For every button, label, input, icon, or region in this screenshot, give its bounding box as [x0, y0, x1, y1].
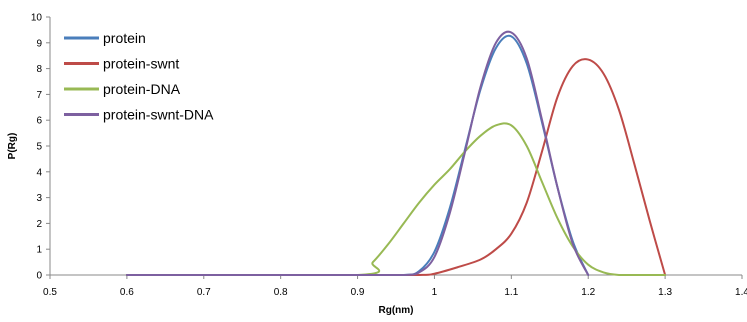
- x-axis-title: Rg(nm): [379, 305, 414, 316]
- legend-label-protein: protein: [103, 30, 146, 46]
- y-tick-label: 0: [36, 271, 42, 282]
- y-tick-label: 6: [36, 116, 42, 127]
- series-line-protein-swnt-dna: [125, 30, 590, 277]
- x-tick-label: 0.7: [197, 287, 211, 298]
- legend-label-protein-swnt: protein-swnt: [103, 56, 179, 72]
- x-tick-label: 0.8: [274, 287, 288, 298]
- x-tick-label: 1.4: [735, 287, 747, 298]
- y-tick-label: 2: [36, 219, 42, 230]
- x-tick-label: 0.5: [43, 287, 57, 298]
- y-tick-label: 4: [36, 167, 42, 178]
- series-line-protein-dna: [125, 122, 667, 276]
- x-tick-label: 1.1: [504, 287, 518, 298]
- x-tick-label: 0.9: [351, 287, 365, 298]
- y-tick-label: 7: [36, 90, 42, 101]
- y-tick-label: 1: [36, 245, 42, 256]
- x-tick-label: 1: [432, 287, 438, 298]
- y-tick-label: 8: [36, 64, 42, 75]
- y-tick-label: 5: [36, 142, 42, 153]
- x-tick-label: 1.3: [658, 287, 672, 298]
- legend-label-protein-dna: protein-DNA: [103, 81, 181, 97]
- legend-label-protein-swnt-dna: protein-swnt-DNA: [103, 107, 214, 123]
- x-tick-label: 1.2: [581, 287, 595, 298]
- y-axis-title: P(Rg): [7, 133, 18, 160]
- legend: protein protein-swnt protein-DNA protein-sw…: [64, 30, 214, 123]
- x-tick-label: 0.6: [120, 287, 134, 298]
- y-tick-label: 3: [36, 193, 42, 204]
- series-lines: [125, 30, 667, 277]
- x-axis-ticks: 0.5 0.6 0.7 0.8 0.9 1 1.1 1.2 1.3 1.4: [43, 275, 747, 298]
- y-axis-ticks: 0 1 2 3 4 5 6 7 8 9 10: [31, 13, 50, 282]
- series-line-protein-swnt: [125, 58, 667, 276]
- series-line-protein: [125, 34, 590, 277]
- y-tick-label: 10: [31, 13, 43, 24]
- y-tick-label: 9: [36, 38, 42, 49]
